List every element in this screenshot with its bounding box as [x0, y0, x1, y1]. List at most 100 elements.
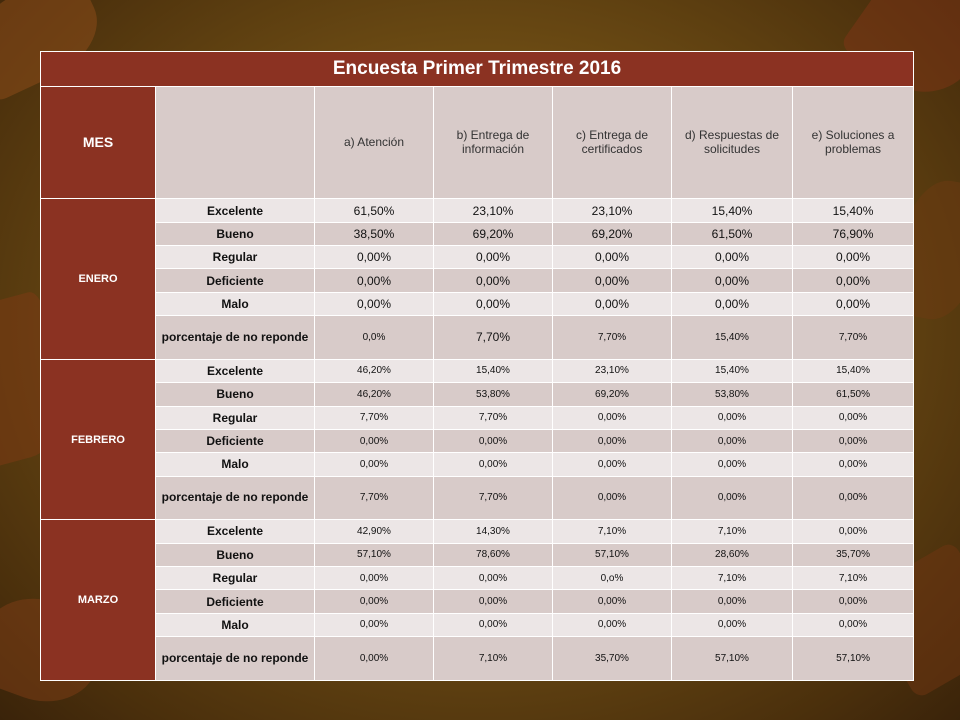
table-row: Malo 0,00% 0,00% 0,00% 0,00% 0,00%: [41, 452, 915, 477]
percent-cell: 7,70%: [433, 475, 553, 521]
table-row: Malo 0,00% 0,00% 0,00% 0,00% 0,00%: [41, 291, 915, 317]
percent-cell: 0,00%: [314, 589, 434, 614]
table-row: Deficiente 0,00% 0,00% 0,00% 0,00% 0,00%: [41, 589, 915, 614]
percent-cell: 7,10%: [671, 519, 793, 544]
percent-cell: 0,00%: [671, 291, 793, 317]
percent-cell: 0,00%: [552, 475, 672, 521]
percent-cell: 7,10%: [433, 636, 553, 681]
percent-cell: 57,10%: [552, 542, 672, 568]
header-col-a: a) Atención: [314, 85, 434, 200]
percent-cell: 0,00%: [791, 405, 915, 430]
table-row: porcentaje de no reponde 7,70% 7,70% 0,00% 0…: [41, 475, 915, 521]
percent-cell: 15,40%: [671, 358, 793, 384]
percent-cell: 0,00%: [433, 612, 553, 638]
month-label: MARZO: [40, 519, 156, 681]
percent-cell: 0,00%: [314, 268, 434, 293]
rating-label: Malo: [155, 291, 315, 317]
percent-cell: 57,10%: [671, 636, 793, 681]
percent-cell: 0,00%: [791, 612, 915, 638]
percent-cell: 61,50%: [791, 382, 915, 407]
percent-cell: 0,00%: [433, 452, 553, 477]
percent-cell: 0,00%: [671, 612, 793, 638]
percent-cell: 0,00%: [552, 268, 672, 293]
percent-cell: 0,00%: [671, 589, 793, 614]
rating-label: Bueno: [155, 542, 315, 568]
header-col-d: d) Respuestas de solicitudes: [671, 85, 793, 200]
table-title: Encuesta Primer Trimestre 2016: [39, 51, 915, 87]
header-col-c: c) Entrega de certificados: [552, 85, 672, 200]
percent-cell: 0,00%: [671, 245, 793, 270]
rating-label: Regular: [155, 566, 315, 591]
month-label: FEBRERO: [40, 358, 156, 521]
table-row: FEBRERO Excelente 46,20% 15,40% 23,10% 15,40%…: [40, 358, 915, 521]
percent-cell: 0,00%: [552, 428, 672, 454]
rating-label: Deficiente: [155, 428, 315, 454]
percent-cell: 57,10%: [314, 542, 434, 568]
percent-cell: 7,70%: [433, 315, 553, 360]
percent-cell: 0,00%: [671, 405, 793, 430]
percent-cell: 15,40%: [791, 198, 915, 223]
rating-label: Excelente: [155, 198, 315, 223]
percent-cell: 7,70%: [314, 405, 434, 430]
percent-cell: 23,10%: [433, 198, 553, 223]
percent-cell: 0,00%: [791, 452, 915, 477]
percent-cell: 15,40%: [671, 315, 793, 360]
table-row: Bueno 46,20% 53,80% 69,20% 53,80% 61,50%: [41, 382, 915, 407]
table-row: Bueno 57,10% 78,60% 57,10% 28,60% 35,70%: [41, 542, 915, 568]
percent-cell: 0,00%: [314, 291, 434, 317]
percent-cell: 0,00%: [314, 636, 434, 681]
percent-cell: 0,00%: [433, 268, 553, 293]
table-row: Regular 0,00% 0,00% 0,00% 0,00% 0,00%: [41, 245, 915, 270]
percent-cell: 0,0%: [314, 315, 434, 360]
percent-cell: 69,20%: [552, 382, 672, 407]
header-blank: [155, 85, 315, 200]
percent-cell: 0,00%: [552, 245, 672, 270]
percent-cell: 15,40%: [791, 358, 915, 384]
percent-cell: 23,10%: [552, 358, 672, 384]
percent-cell: 0,00%: [433, 291, 553, 317]
rating-label: porcentaje de no reponde: [155, 636, 315, 681]
survey-table: Encuesta Primer Trimestre 2016 MES a) At…: [39, 51, 915, 681]
rating-label: Malo: [155, 452, 315, 477]
percent-cell: 53,80%: [433, 382, 553, 407]
percent-cell: 0,00%: [791, 475, 915, 521]
percent-cell: 38,50%: [314, 221, 434, 247]
percent-cell: 0,00%: [791, 428, 915, 454]
percent-cell: 0,00%: [552, 405, 672, 430]
percent-cell: 78,60%: [433, 542, 553, 568]
percent-cell: 0,00%: [314, 452, 434, 477]
percent-cell: 0,00%: [433, 566, 553, 591]
rating-label: Excelente: [155, 519, 315, 544]
percent-cell: 0,00%: [433, 245, 553, 270]
percent-cell: 15,40%: [671, 198, 793, 223]
percent-cell: 7,10%: [552, 519, 672, 544]
percent-cell: 35,70%: [791, 542, 915, 568]
percent-cell: 0,00%: [791, 291, 915, 317]
rating-label: Deficiente: [155, 268, 315, 293]
table-row: Bueno 38,50% 69,20% 69,20% 61,50% 76,90%: [41, 221, 915, 247]
rating-label: Malo: [155, 612, 315, 638]
header-col-e: e) Soluciones a problemas: [791, 85, 915, 200]
percent-cell: 69,20%: [552, 221, 672, 247]
rating-label: Regular: [155, 405, 315, 430]
percent-cell: 14,30%: [433, 519, 553, 544]
rating-label: porcentaje de no reponde: [155, 475, 315, 521]
month-label: ENERO: [40, 198, 156, 360]
percent-cell: 46,20%: [314, 382, 434, 407]
percent-cell: 53,80%: [671, 382, 793, 407]
percent-cell: 7,70%: [433, 405, 553, 430]
percent-cell: 76,90%: [791, 221, 915, 247]
rating-label: Deficiente: [155, 589, 315, 614]
table-row: Malo 0,00% 0,00% 0,00% 0,00% 0,00%: [41, 612, 915, 638]
table-row: MARZO Excelente 42,90% 14,30% 7,10% 7,10% 0,00…: [40, 519, 915, 681]
percent-cell: 28,60%: [671, 542, 793, 568]
header-mes: MES: [40, 85, 156, 200]
percent-cell: 0,00%: [314, 566, 434, 591]
percent-cell: 61,50%: [314, 198, 434, 223]
percent-cell: 0,00%: [791, 245, 915, 270]
percent-cell: 61,50%: [671, 221, 793, 247]
table-row: porcentaje de no reponde 0,0% 7,70% 7,70% 15…: [41, 315, 915, 360]
percent-cell: 0,00%: [314, 612, 434, 638]
percent-cell: 0,00%: [671, 475, 793, 521]
percent-cell: 7,10%: [671, 566, 793, 591]
